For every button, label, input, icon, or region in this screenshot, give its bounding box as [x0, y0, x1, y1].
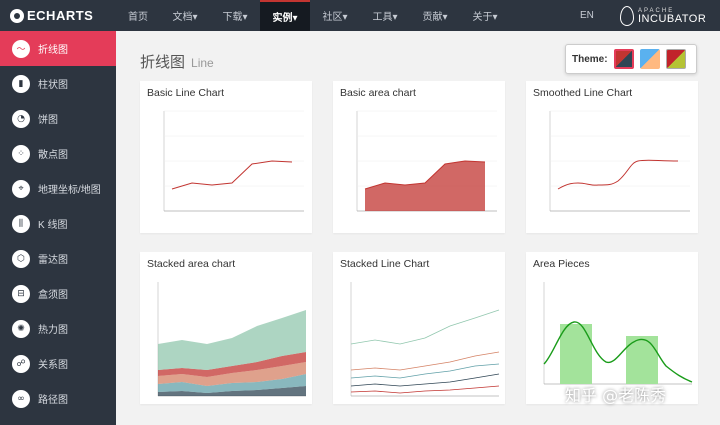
sidebar-item-label: 柱状图: [38, 80, 68, 91]
nav-item-3[interactable]: 实例▾: [260, 0, 310, 31]
sidebar-item-label: 地理坐标/地图: [38, 185, 101, 196]
sidebar-item-8[interactable]: ✺ 热力图: [0, 311, 116, 346]
stack-line: [350, 385, 500, 394]
chart-thumbnail: [543, 282, 693, 385]
map-icon: ⌖: [12, 179, 30, 198]
example-card-area-pieces[interactable]: Area Pieces: [526, 252, 698, 404]
line-chart-icon: 〜: [12, 39, 30, 58]
candlestick-icon: ⫼: [12, 214, 30, 233]
main-content: 折线图 Line Theme: Basic Line Chart Basic are…: [116, 31, 720, 425]
sidebar-item-5[interactable]: ⫼ K 线图: [0, 206, 116, 241]
chart-thumbnail: [549, 110, 690, 212]
stack-layer: [158, 310, 306, 370]
sidebar-item-label: 饼图: [38, 115, 58, 126]
graph-icon: ☍: [12, 354, 30, 373]
sidebar-item-9[interactable]: ☍ 关系图: [0, 346, 116, 381]
scatter-chart-icon: ⁘: [12, 144, 30, 163]
feather-icon: [620, 6, 634, 26]
stack-layer: [158, 362, 306, 386]
stack-line: [350, 309, 500, 345]
chart-thumbnail: [163, 110, 304, 212]
theme-swatch-vintage[interactable]: [665, 49, 686, 69]
stack-layer: [158, 374, 306, 393]
page-subtitle: Line: [191, 56, 214, 70]
sidebar-item-label: 热力图: [38, 325, 68, 336]
sidebar-item-6[interactable]: ⬡ 雷达图: [0, 241, 116, 276]
sidebar: 〜折线图 ▮ 柱状图 ◔ 饼图 ⁘ 散点图 ⌖ 地理坐标/地图 ⫼ K 线图 ⬡ 雷达图 ⊟ 盒须图 ✺ 热力图…: [0, 31, 116, 425]
sidebar-item-label: 盒须图: [38, 290, 68, 301]
theme-label: Theme:: [572, 53, 608, 65]
sidebar-item-label: 雷达图: [38, 255, 68, 266]
sidebar-item-label: 折线图: [38, 45, 68, 56]
card-title: Stacked Line Chart: [340, 258, 430, 270]
sidebar-item-label: 散点图: [38, 150, 68, 161]
watermark: 知乎 @老陈秀: [565, 386, 667, 405]
apache-incubator-logo[interactable]: APACHE INCUBATOR: [620, 4, 706, 28]
line-series: [364, 160, 486, 190]
example-card-basic-area[interactable]: Basic area chart: [333, 81, 505, 233]
line-series: [543, 321, 693, 383]
pie-chart-icon: ◔: [12, 109, 30, 128]
radar-icon: ⬡: [12, 249, 30, 268]
chart-thumbnail: [356, 110, 497, 212]
language-switch[interactable]: EN: [580, 10, 594, 21]
chart-thumbnail: [157, 282, 306, 397]
sidebar-item-7[interactable]: ⊟ 盒须图: [0, 276, 116, 311]
sidebar-item-label: 关系图: [38, 360, 68, 371]
theme-picker: Theme:: [565, 44, 697, 74]
stack-line: [350, 351, 500, 371]
stack-layer: [158, 352, 306, 377]
nav-item-7[interactable]: 关于▾: [472, 12, 498, 23]
nav-item-0[interactable]: 首页: [128, 12, 148, 23]
sidebar-item-10[interactable]: ∞ 路径图: [0, 381, 116, 416]
nav-item-2[interactable]: 下载▾: [222, 12, 248, 23]
incubator-bottom: INCUBATOR: [638, 12, 707, 25]
card-title: Basic area chart: [340, 87, 416, 99]
nav-item-4[interactable]: 社区▾: [322, 12, 348, 23]
sidebar-item-2[interactable]: ◔ 饼图: [0, 101, 116, 136]
incubator-top: APACHE: [638, 7, 675, 14]
logo-text: ECHARTS: [27, 8, 94, 23]
line-series: [171, 160, 293, 190]
card-title: Basic Line Chart: [147, 87, 225, 99]
chart-thumbnail: [350, 282, 500, 397]
card-title: Smoothed Line Chart: [533, 87, 633, 99]
nav-item-1[interactable]: 文档▾: [172, 12, 198, 23]
boxplot-icon: ⊟: [12, 284, 30, 303]
nav-item-5[interactable]: 工具▾: [372, 12, 398, 23]
echarts-logo[interactable]: ECHARTS: [0, 0, 116, 31]
stack-line: [350, 373, 500, 387]
area-series: [365, 161, 485, 211]
nav-item-6[interactable]: 贡献▾: [422, 12, 448, 23]
line-series: [557, 159, 679, 190]
heatmap-icon: ✺: [12, 319, 30, 338]
lines-icon: ∞: [12, 389, 30, 408]
card-title: Area Pieces: [533, 258, 590, 270]
theme-swatch-default[interactable]: [613, 49, 634, 69]
example-card-basic-line[interactable]: Basic Line Chart: [140, 81, 312, 233]
sidebar-item-label: K 线图: [38, 220, 68, 231]
sidebar-item-0[interactable]: 〜折线图: [0, 31, 116, 66]
sidebar-item-4[interactable]: ⌖ 地理坐标/地图: [0, 171, 116, 206]
example-card-stacked-area[interactable]: Stacked area chart: [140, 252, 312, 404]
sidebar-item-1[interactable]: ▮ 柱状图: [0, 66, 116, 101]
bar-chart-icon: ▮: [12, 74, 30, 93]
top-navbar: ECHARTS 首页 文档▾ 下载▾ 实例▾ 社区▾ 工具▾ 贡献▾ 关于▾ EN APACH…: [0, 0, 720, 31]
main-nav: 首页 文档▾ 下载▾ 实例▾ 社区▾ 工具▾ 贡献▾ 关于▾: [116, 0, 510, 31]
card-title: Stacked area chart: [147, 258, 236, 270]
theme-swatch-light[interactable]: [639, 49, 660, 69]
sidebar-item-3[interactable]: ⁘ 散点图: [0, 136, 116, 171]
sidebar-item-label: 路径图: [38, 395, 68, 406]
example-card-stacked-line[interactable]: Stacked Line Chart: [333, 252, 505, 404]
page-title-main: 折线图: [140, 54, 186, 71]
stack-line: [350, 363, 500, 379]
page-title: 折线图 Line: [140, 51, 214, 72]
example-card-smooth-line[interactable]: Smoothed Line Chart: [526, 81, 698, 233]
